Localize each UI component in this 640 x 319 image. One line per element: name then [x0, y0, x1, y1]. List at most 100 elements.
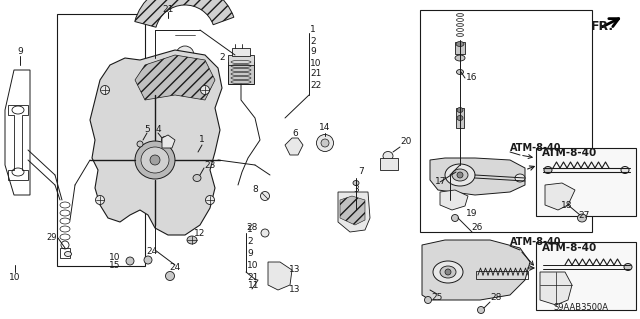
Text: ATM-8-40: ATM-8-40	[542, 148, 598, 158]
Text: 15: 15	[109, 261, 121, 270]
Ellipse shape	[456, 41, 464, 47]
Polygon shape	[340, 196, 365, 225]
Ellipse shape	[383, 152, 393, 160]
Text: 21: 21	[310, 70, 321, 78]
Text: 2: 2	[310, 36, 316, 46]
Ellipse shape	[317, 135, 333, 152]
Text: S9AAB3500A: S9AAB3500A	[553, 302, 608, 311]
Text: 13: 13	[289, 265, 301, 275]
Text: 8: 8	[252, 186, 258, 195]
Ellipse shape	[456, 33, 463, 36]
Ellipse shape	[477, 307, 484, 314]
Ellipse shape	[187, 236, 197, 244]
Ellipse shape	[193, 174, 201, 182]
Text: 10: 10	[310, 58, 321, 68]
Text: 10: 10	[109, 253, 121, 262]
Text: ATM-8-40: ATM-8-40	[510, 237, 561, 247]
Text: 28: 28	[490, 293, 501, 302]
Ellipse shape	[205, 196, 214, 204]
Polygon shape	[285, 138, 303, 155]
Text: 2: 2	[247, 238, 253, 247]
Text: 9: 9	[17, 48, 23, 56]
Text: 12: 12	[194, 228, 205, 238]
Ellipse shape	[577, 214, 586, 222]
Bar	[476, 271, 528, 279]
Text: 2: 2	[220, 54, 225, 63]
Ellipse shape	[95, 196, 104, 204]
Ellipse shape	[621, 167, 629, 174]
Text: 19: 19	[466, 209, 477, 218]
Ellipse shape	[100, 85, 109, 94]
Ellipse shape	[135, 141, 175, 179]
Ellipse shape	[166, 271, 175, 280]
Text: 22: 22	[310, 80, 321, 90]
Ellipse shape	[176, 46, 194, 64]
Polygon shape	[162, 135, 175, 148]
Text: 4: 4	[155, 125, 161, 135]
Text: 27: 27	[578, 211, 589, 219]
Ellipse shape	[424, 296, 431, 303]
Ellipse shape	[445, 164, 475, 186]
Wedge shape	[135, 0, 234, 27]
Polygon shape	[422, 240, 530, 300]
Polygon shape	[440, 190, 468, 210]
Bar	[420, 10, 592, 232]
Text: 9: 9	[310, 48, 316, 56]
Ellipse shape	[440, 266, 456, 278]
Polygon shape	[338, 192, 370, 232]
Ellipse shape	[544, 167, 552, 174]
Text: 14: 14	[319, 123, 331, 132]
Polygon shape	[545, 183, 575, 210]
Ellipse shape	[126, 257, 134, 265]
Text: 5: 5	[144, 125, 150, 135]
Text: 7: 7	[358, 167, 364, 176]
Ellipse shape	[433, 261, 463, 283]
Ellipse shape	[451, 214, 458, 221]
Ellipse shape	[456, 13, 463, 17]
Polygon shape	[430, 158, 525, 195]
Text: 17: 17	[435, 177, 447, 187]
Ellipse shape	[137, 141, 143, 147]
Text: 26: 26	[471, 224, 483, 233]
Bar	[456, 108, 464, 128]
Ellipse shape	[260, 191, 269, 201]
Bar	[228, 55, 254, 65]
Text: 29: 29	[47, 234, 57, 242]
Bar	[228, 62, 254, 84]
Ellipse shape	[353, 197, 359, 203]
Text: 28: 28	[246, 224, 258, 233]
Ellipse shape	[141, 147, 169, 173]
Ellipse shape	[261, 229, 269, 237]
Bar	[536, 242, 636, 310]
Bar	[57, 14, 145, 266]
Text: 1: 1	[199, 136, 205, 145]
Bar	[232, 48, 250, 56]
Text: 18: 18	[561, 201, 573, 210]
Text: 6: 6	[292, 129, 298, 137]
Ellipse shape	[456, 70, 463, 75]
Polygon shape	[540, 272, 572, 305]
Text: 1: 1	[247, 226, 253, 234]
Text: 1: 1	[310, 26, 316, 34]
Ellipse shape	[455, 55, 465, 61]
Ellipse shape	[457, 115, 463, 121]
Text: ATM-8-40: ATM-8-40	[510, 143, 561, 153]
Text: 24: 24	[170, 263, 180, 272]
Text: 9: 9	[247, 249, 253, 258]
Ellipse shape	[452, 169, 468, 181]
Text: 10: 10	[247, 262, 259, 271]
Text: 3: 3	[353, 186, 359, 195]
Ellipse shape	[321, 139, 329, 147]
Ellipse shape	[150, 155, 160, 165]
Text: 16: 16	[466, 73, 477, 83]
Text: ATM-8-40: ATM-8-40	[542, 243, 598, 253]
Bar	[380, 158, 398, 170]
Text: 10: 10	[9, 273, 20, 283]
Ellipse shape	[457, 172, 463, 178]
Text: FR.: FR.	[591, 19, 614, 33]
Ellipse shape	[515, 174, 525, 182]
Ellipse shape	[456, 24, 463, 26]
Ellipse shape	[65, 251, 72, 256]
Ellipse shape	[457, 108, 463, 113]
Text: 20: 20	[400, 137, 412, 146]
